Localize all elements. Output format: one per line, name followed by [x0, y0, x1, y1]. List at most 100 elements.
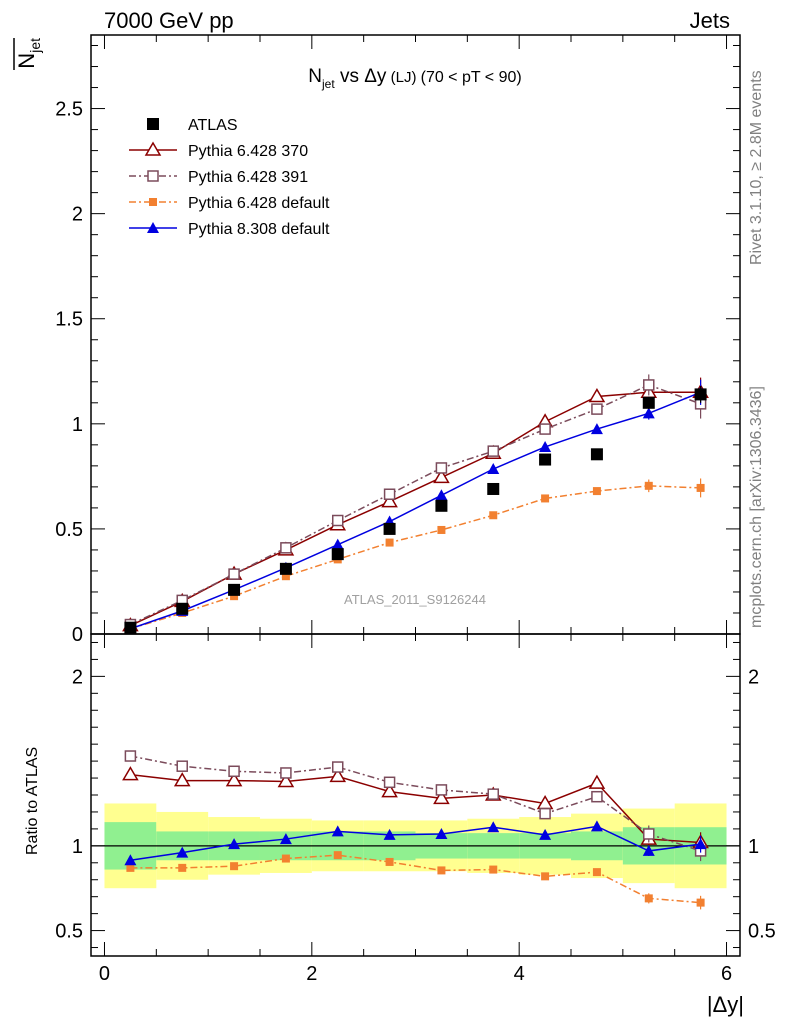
data-point — [230, 592, 239, 601]
ratio-series-pythia-6-428-default — [126, 851, 705, 910]
data-point — [539, 423, 551, 435]
y-tick-label: 1 — [72, 414, 83, 436]
side-label-mcplots: mcplots.cern.ch [arXiv:1306.3436] — [748, 386, 765, 628]
legend-label: Pythia 6.428 391 — [188, 169, 308, 186]
side-label-rivet: Rivet 3.1.10, ≥ 2.8M events — [748, 70, 765, 265]
data-point — [435, 499, 448, 512]
y-tick-label: 1.5 — [55, 309, 83, 331]
series-line — [130, 384, 701, 626]
ratio-point — [383, 828, 396, 840]
data-point — [383, 488, 396, 500]
ratio-ytick-label-right: 2 — [748, 666, 759, 688]
ratio-point — [385, 857, 394, 866]
main-ylabel: Njet — [13, 38, 43, 70]
data-point — [281, 572, 290, 581]
ratio-point — [541, 872, 550, 881]
ratio-panel: 0.5 0.5 1 1 2 2 0 2 4 6 Ratio to ATLAS |Δy| — [24, 633, 776, 1017]
ratio-line — [130, 773, 701, 844]
data-point — [487, 482, 500, 495]
ratio-ytick-label-right: 0.5 — [748, 921, 776, 943]
main-series-layer — [122, 374, 709, 634]
series-pythia-6-428-default — [126, 478, 705, 633]
ratio-point — [176, 760, 188, 772]
ratio-point — [122, 766, 139, 781]
ratio-ylabel: Ratio to ATLAS — [24, 747, 41, 855]
ratio-ticks — [91, 634, 740, 956]
svg-text:Njet: Njet — [14, 38, 43, 69]
ratio-point — [383, 776, 396, 789]
legend-marker — [144, 141, 162, 156]
y-tick-label: 2 — [72, 204, 83, 226]
legend-label: Pythia 6.428 370 — [188, 143, 308, 160]
ratio-point — [487, 788, 500, 800]
ratio-point — [592, 868, 601, 877]
legend-label: Pythia 8.308 default — [188, 221, 330, 238]
x-axis-label: |Δy| — [707, 992, 744, 1017]
data-point — [696, 483, 705, 492]
legend-label: ATLAS — [188, 117, 238, 134]
ratio-point — [433, 789, 450, 805]
data-point — [331, 548, 344, 561]
data-point — [588, 388, 606, 403]
main-ticks — [91, 35, 740, 635]
ratio-line — [130, 854, 701, 904]
ratio-line — [130, 755, 701, 852]
y-tick-label: 2.5 — [55, 99, 83, 121]
legend-entry: Pythia 6.428 391 — [129, 169, 308, 186]
x-tick-label: 0 — [99, 963, 110, 985]
ratio-point — [694, 838, 707, 850]
x-tick-label: 6 — [721, 963, 732, 985]
ratio-point — [281, 854, 290, 863]
ratio-point — [381, 783, 398, 798]
series-line — [130, 391, 701, 630]
legend-marker — [147, 222, 159, 233]
ratio-point — [228, 838, 241, 850]
legend-marker — [149, 198, 157, 206]
ratio-point — [331, 761, 344, 773]
ratio-point — [124, 750, 137, 762]
data-point — [385, 538, 394, 547]
data-point — [280, 542, 292, 554]
ratio-point — [176, 846, 189, 858]
data-point — [539, 453, 552, 466]
ratio-point — [489, 865, 498, 874]
data-point — [124, 621, 137, 634]
ratio-point — [173, 772, 191, 787]
header-right-label: Jets — [690, 8, 730, 33]
data-point — [228, 583, 241, 596]
data-point — [433, 468, 450, 484]
legend-marker — [147, 118, 159, 130]
ratio-point — [225, 772, 243, 787]
data-point — [592, 487, 601, 496]
data-point — [279, 562, 292, 575]
ratio-line — [130, 825, 701, 861]
data-point — [591, 403, 603, 415]
data-point — [435, 462, 448, 474]
data-point — [331, 538, 344, 550]
legend-entry: Pythia 6.428 default — [129, 195, 330, 212]
header-left-label: 7000 GeV pp — [104, 8, 234, 33]
data-point — [435, 489, 448, 501]
data-point — [487, 445, 500, 457]
legend-entry: ATLAS — [147, 117, 238, 134]
data-point — [383, 522, 396, 535]
legend-entry: Pythia 6.428 370 — [129, 141, 308, 160]
legend-marker — [147, 170, 159, 182]
data-point — [642, 396, 655, 409]
data-point — [381, 493, 398, 508]
ratio-point — [642, 844, 655, 856]
ratio-point — [331, 825, 344, 837]
ratio-ytick-label-left: 2 — [72, 666, 83, 688]
ratio-point — [435, 827, 448, 839]
data-point — [539, 440, 552, 452]
main-title: Njet vs Δy (LJ) (70 < pT < 90) — [308, 66, 521, 91]
ratio-point — [644, 894, 653, 903]
x-tick-label: 4 — [514, 963, 525, 985]
ratio-ytick-label-left: 1 — [72, 836, 83, 858]
ratio-point — [591, 790, 603, 803]
data-point — [694, 388, 707, 401]
data-point — [331, 514, 344, 527]
data-point — [228, 568, 240, 580]
data-point — [487, 463, 500, 475]
